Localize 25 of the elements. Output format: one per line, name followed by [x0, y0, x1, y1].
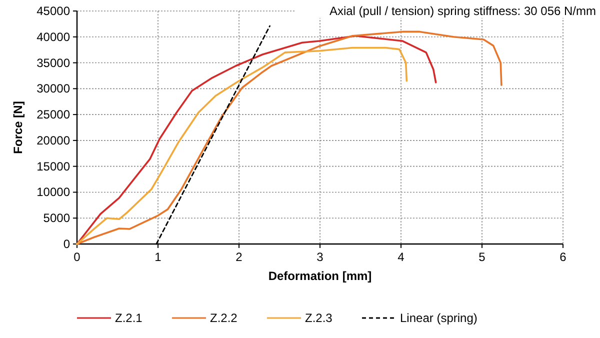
x-tick-label: 5 [478, 250, 486, 264]
x-tick-label: 4 [398, 250, 405, 264]
legend-label: Z.2.1 [115, 311, 143, 325]
y-tick-label: 10000 [36, 185, 70, 200]
legend-label: Z.2.2 [210, 311, 238, 325]
y-tick-label: 0 [63, 237, 70, 251]
annotation: Axial (pull / tension) spring stiffness: 30 056 N/mm [329, 4, 596, 18]
x-tick-label: 3 [316, 250, 324, 264]
legend-label: Linear (spring) [400, 311, 478, 325]
x-tick-label: 2 [236, 250, 243, 264]
y-tick-label: 35000 [36, 56, 70, 70]
y-tick-label: 45000 [36, 4, 70, 18]
x-tick-label: 1 [154, 250, 162, 264]
x-tick-label: 0 [74, 250, 81, 264]
legend-label: Z.2.3 [305, 311, 333, 325]
y-axis-title: Force [N] [11, 101, 25, 154]
y-tick-label: 15000 [36, 159, 70, 174]
y-tick-label: 5000 [43, 211, 70, 226]
y-tick-label: 40000 [36, 30, 70, 44]
line-series [76, 30, 502, 245]
y-tick-label: 20000 [36, 133, 70, 148]
x-axis-title: Deformation [mm] [268, 269, 372, 283]
x-tick-label: 6 [560, 250, 567, 264]
y-tick-label: 30000 [36, 82, 70, 96]
y-tick-label: 25000 [36, 108, 70, 122]
